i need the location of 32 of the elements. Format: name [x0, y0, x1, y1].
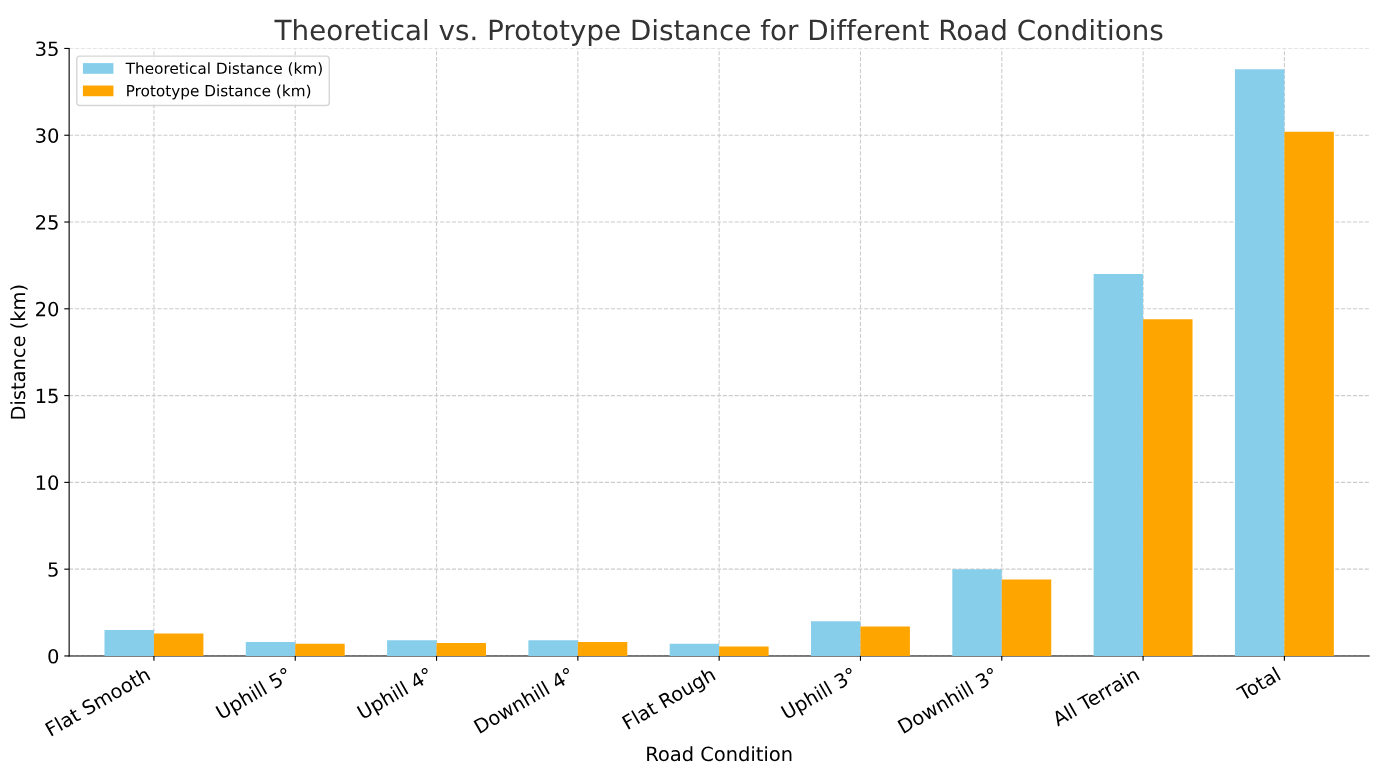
- y-tick-label: 30: [36, 128, 59, 143]
- bar: [1234, 69, 1285, 656]
- bar: [860, 626, 910, 656]
- bar: [952, 569, 1002, 656]
- bar: [387, 640, 437, 656]
- y-tick-label: 20: [36, 301, 59, 317]
- bar: [528, 640, 578, 656]
- bar: [577, 642, 628, 656]
- bar: [245, 642, 296, 656]
- x-tick-label: Total: [1235, 666, 1281, 702]
- bar: [669, 643, 720, 656]
- chart-title: Theoretical vs. Prototype Distance for Different Road Conditions: [274, 19, 1163, 46]
- legend-label: Prototype Distance (km): [127, 84, 311, 100]
- y-tick-label: 35: [36, 41, 58, 57]
- legend-label: Theoretical Distance (km): [125, 62, 322, 76]
- bar: [1284, 131, 1334, 656]
- x-axis-title: Road Condition: [647, 746, 792, 762]
- y-tick-label: 25: [36, 214, 58, 230]
- y-tick-label: 5: [48, 562, 58, 577]
- y-tick-label: 10: [36, 475, 59, 491]
- bar: [1001, 579, 1052, 656]
- bar: [719, 646, 769, 656]
- bar: [153, 633, 204, 656]
- y-axis-title: Distance (km): [10, 285, 28, 419]
- bar: [104, 629, 154, 656]
- bar: [1143, 319, 1193, 656]
- y-tick-label: 0: [48, 648, 59, 664]
- bar: [436, 642, 486, 656]
- bar: [811, 621, 861, 656]
- bar: [295, 643, 345, 656]
- y-tick-label: 15: [36, 388, 58, 404]
- bar: [1093, 274, 1144, 656]
